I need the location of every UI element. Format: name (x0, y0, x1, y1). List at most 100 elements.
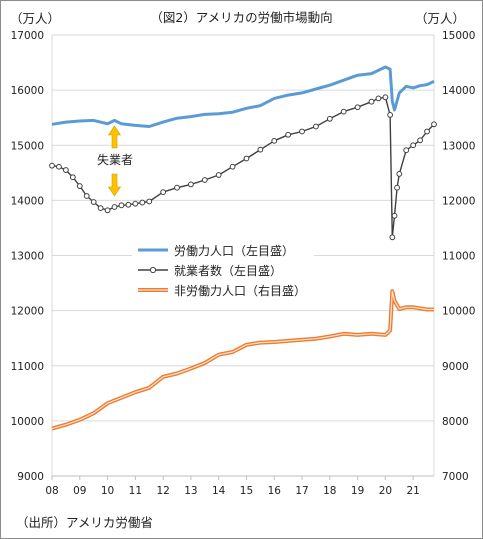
left-axis-tick-label: 15000 (11, 140, 44, 152)
right-axis-tick-label: 11000 (442, 251, 475, 263)
data-point-employed (69, 174, 76, 181)
left-axis-tick-label: 14000 (11, 195, 44, 207)
data-point-employed (387, 112, 394, 118)
source-note: （出所）アメリカ労働省 (16, 515, 153, 530)
x-axis-tick-label: 15 (240, 485, 253, 497)
legend-swatch-labor-force (138, 248, 168, 252)
legend-swatch-not-in-labor-force (138, 288, 168, 292)
data-point-employed (243, 155, 250, 162)
data-point-employed (271, 137, 278, 144)
data-point-employed (257, 146, 264, 153)
legend-item-employed: 就業者数（左目盛） (136, 260, 306, 280)
x-axis-tick-label: 21 (406, 485, 419, 497)
unemployed-annotation: 失業者 (97, 153, 134, 167)
data-point-employed (382, 94, 389, 101)
right-axis-tick-label: 15000 (442, 30, 475, 42)
data-point-employed (118, 202, 125, 209)
data-point-employed (313, 123, 319, 130)
data-point-employed (417, 137, 424, 144)
data-point-employed (49, 162, 55, 169)
data-point-employed (139, 199, 146, 206)
data-point-employed (111, 204, 118, 210)
data-point-employed (299, 128, 305, 135)
legend-label-not-in-labor-force: 非労働力人口（右目盛） (174, 283, 307, 298)
x-axis-tick-label: 13 (184, 485, 197, 497)
arrow-down-icon (107, 173, 122, 197)
series-labor-force (51, 65, 435, 128)
right-axis-tick-label: 10000 (442, 306, 475, 318)
legend-label-employed: 就業者数（左目盛） (174, 263, 283, 278)
series-line-not-in-labor-force (51, 289, 434, 431)
data-point-employed (285, 131, 292, 138)
data-point-employed (215, 172, 222, 178)
data-point-employed (368, 98, 375, 105)
left-axis-tick-label: 11000 (11, 361, 44, 373)
data-point-employed (62, 167, 69, 173)
data-point-employed (391, 212, 398, 219)
left-axis-tick-label: 10000 (11, 416, 44, 428)
x-axis-tick-label: 17 (295, 485, 308, 497)
data-point-employed (160, 189, 167, 196)
left-axis-tick-label: 9000 (17, 471, 44, 483)
data-point-employed (431, 121, 437, 128)
right-axis-unit: （万人） (414, 11, 465, 26)
left-axis-tick-label: 13000 (11, 251, 44, 263)
left-axis-tick-label: 17000 (11, 30, 44, 42)
x-axis-tick-label: 20 (379, 485, 392, 497)
data-point-employed (229, 163, 236, 170)
data-point-employed (396, 171, 403, 177)
right-axis-tick-label: 12000 (442, 195, 475, 207)
series-line-highlight (51, 290, 434, 430)
x-axis-tick-label: 08 (45, 485, 58, 497)
gridlines (51, 34, 435, 477)
right-axis-ticks: 7000 8000 9000 10000 11000 12000 13000 14000 150… (442, 30, 475, 483)
data-point-employed (188, 181, 194, 188)
data-point-employed (174, 184, 180, 191)
data-point-employed (424, 128, 430, 135)
x-axis-tick-label: 09 (73, 485, 86, 497)
right-axis-tick-label: 13000 (442, 140, 475, 152)
legend-item-labor-force: 労働力人口（左目盛） (136, 240, 306, 260)
series-not-in-labor-force (51, 289, 434, 431)
arrow-up-icon (107, 125, 122, 149)
annotation-arrows (107, 125, 122, 197)
x-axis-tick-label: 10 (101, 485, 114, 497)
left-axis-ticks: 9000 10000 11000 12000 13000 14000 15000 16000 1… (11, 30, 44, 483)
legend: 労働力人口（左目盛） 就業者数（左目盛） 非労働力人口（右目盛） (132, 238, 315, 302)
series-layer (49, 65, 437, 431)
x-axis-tick-label: 12 (156, 485, 169, 497)
legend-item-not-in-labor-force: 非労働力人口（右目盛） (136, 280, 306, 300)
left-axis-tick-label: 16000 (11, 85, 44, 97)
data-point-employed (146, 198, 153, 205)
x-axis-tick-label: 16 (268, 485, 282, 497)
x-axis-tick-label: 14 (212, 485, 226, 497)
data-point-employed (340, 108, 347, 115)
data-point-employed (389, 234, 396, 241)
data-point-employed (90, 199, 97, 205)
right-axis-tick-label: 7000 (442, 471, 469, 483)
x-axis-tick-label: 18 (323, 485, 336, 497)
data-point-employed (125, 201, 132, 208)
left-axis-unit: （万人） (10, 11, 61, 26)
right-axis-tick-label: 14000 (442, 85, 475, 97)
data-point-employed (56, 163, 62, 170)
x-axis-tick-label: 11 (129, 485, 142, 497)
series-employed (49, 94, 437, 241)
data-point-employed (403, 147, 410, 154)
right-axis-tick-label: 9000 (442, 361, 469, 373)
data-point-employed (410, 142, 417, 149)
data-point-employed (76, 183, 83, 189)
data-point-employed (104, 207, 111, 214)
data-point-employed (201, 177, 208, 183)
data-point-employed (326, 115, 333, 122)
data-point-employed (132, 200, 139, 207)
data-point-employed (97, 205, 104, 211)
x-axis-tick-label: 19 (351, 485, 364, 497)
chart-title: （図2）アメリカの労働市場動向 (150, 10, 333, 25)
data-point-employed (375, 95, 382, 102)
right-axis-tick-label: 8000 (442, 416, 469, 428)
legend-label-labor-force: 労働力人口（左目盛） (174, 243, 295, 258)
data-point-employed (394, 184, 400, 191)
legend-swatch-employed (138, 266, 168, 274)
